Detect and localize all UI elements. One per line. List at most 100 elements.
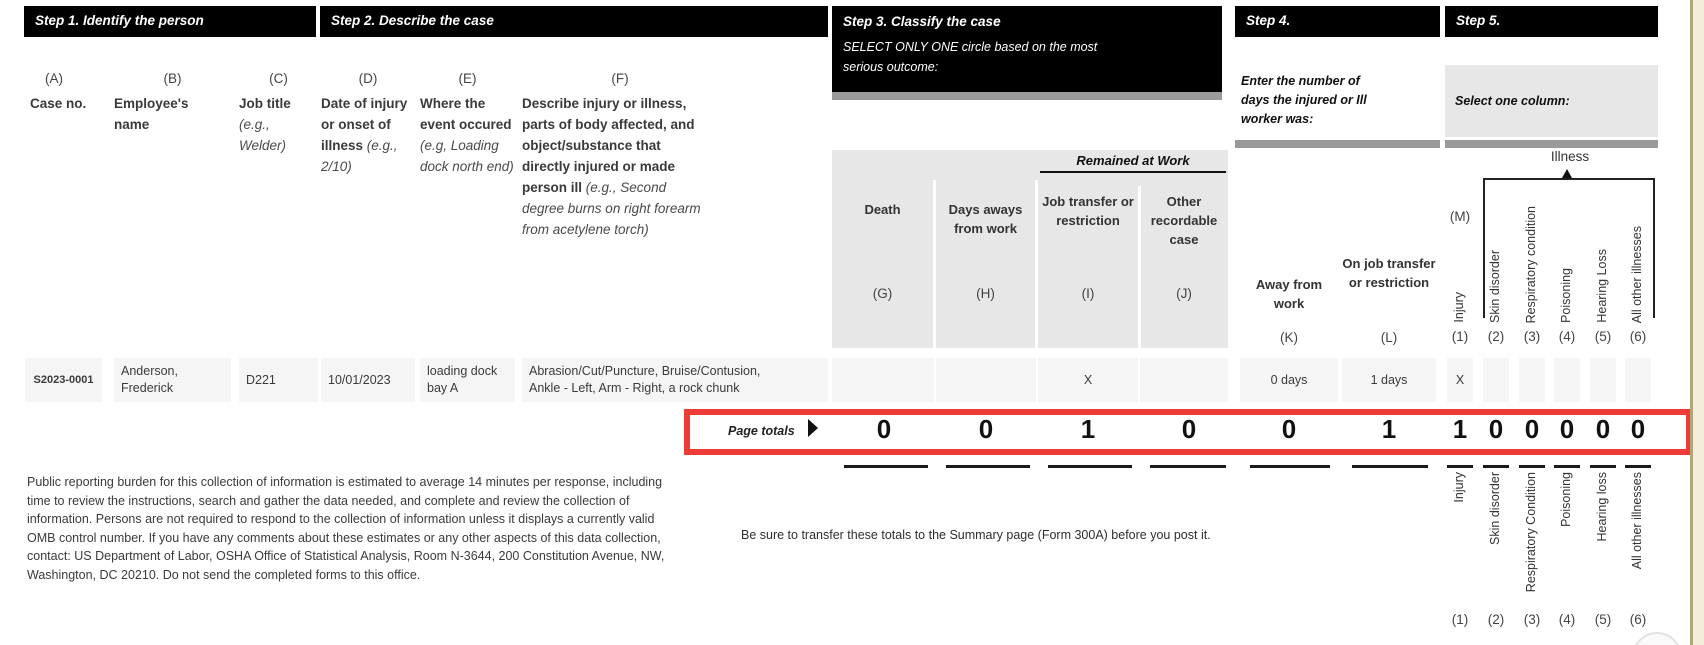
col-head-death: Death xyxy=(864,202,901,217)
row-cell-all-other xyxy=(1625,358,1651,402)
step4-instruction: Enter the number of days the injured or … xyxy=(1241,74,1367,126)
bottom-label-respiratory: Respiratory Condition xyxy=(1524,472,1538,593)
step1-section-header: Step 1. Identify the person xyxy=(24,6,316,37)
total-transfer-days: 1 xyxy=(1381,414,1397,444)
col-head-away-from-work: Away from work xyxy=(1255,277,1323,311)
col-letter-l: (L) xyxy=(1380,330,1398,345)
row-cell-job-title: D221 xyxy=(239,358,318,402)
col-head-other-recordable: Other recordable case xyxy=(1150,194,1218,247)
col-letter-d: (D) xyxy=(358,71,378,86)
bottom-label-poisoning: Poisoning xyxy=(1559,472,1573,527)
row-cell-description: Abrasion/Cut/Puncture, Bruise/Contusion,… xyxy=(522,358,828,402)
row-cell-poisoning xyxy=(1554,358,1580,402)
public-reporting-burden-text: Public reporting burden for this collect… xyxy=(27,475,665,582)
illness-pointer-icon xyxy=(1562,169,1572,178)
step2-title: Step 2. Describe the case xyxy=(331,13,494,28)
col-letter-m: (M) xyxy=(1449,209,1471,224)
col-separator xyxy=(933,180,936,348)
partial-floating-button[interactable] xyxy=(1632,632,1682,645)
col-head-case-no: Case no. xyxy=(30,96,87,111)
row-cell-job-transfer: X xyxy=(1038,358,1138,402)
col-letter-j: (J) xyxy=(1176,286,1192,301)
illness-group-label: Illness xyxy=(1550,149,1590,164)
col-number-5: (5) xyxy=(1594,329,1612,344)
bottom-label-all-other: All other illnesses xyxy=(1630,472,1644,570)
page-totals-arrow-icon xyxy=(808,419,818,437)
step5-select-panel: Select one column: xyxy=(1445,65,1658,137)
page-totals-highlight-box xyxy=(684,409,1692,455)
col-letter-f: (F) xyxy=(611,71,629,86)
col-number-2: (2) xyxy=(1487,329,1505,344)
step3-divider-bar xyxy=(832,92,1222,100)
col-head-hearing-loss: Hearing Loss xyxy=(1595,249,1609,323)
col-head-where: Where the event occured (e.g, Loading do… xyxy=(420,96,514,174)
col-head-employee-name: Employee's name xyxy=(114,96,189,132)
page-edge-strip xyxy=(1690,0,1704,645)
row-cell-transfer-days: 1 days xyxy=(1342,358,1436,402)
step4-title: Step 4. xyxy=(1246,13,1291,28)
col-head-date: Date of injury or onset of illness (e.g.… xyxy=(321,96,408,174)
col-number-6: (6) xyxy=(1629,329,1647,344)
col-letter-h: (H) xyxy=(976,286,995,301)
total-injury: 1 xyxy=(1452,414,1468,444)
step3-title: Step 3. Classify the case xyxy=(843,14,1001,29)
col-separator xyxy=(1138,186,1141,348)
row-cell-where: loading dock bay A xyxy=(420,358,515,402)
step5-title: Step 5. xyxy=(1456,13,1501,28)
total-respiratory: 0 xyxy=(1524,414,1540,444)
classify-header-block: Remained at Work Death Days aways from w… xyxy=(832,150,1228,348)
step3-subtitle: SELECT ONLY ONE circle based on the most… xyxy=(843,40,1098,74)
total-job-transfer: 1 xyxy=(1080,414,1096,444)
col-number-4: (4) xyxy=(1558,329,1576,344)
col-head-respiratory: Respiratory condition xyxy=(1524,205,1538,323)
total-poisoning: 0 xyxy=(1559,414,1575,444)
step5-divider-bar xyxy=(1445,140,1658,148)
row-cell-hearing xyxy=(1590,358,1616,402)
bottom-number-2: (2) xyxy=(1487,612,1505,627)
totals-underline xyxy=(1554,465,1580,468)
total-skin-disorder: 0 xyxy=(1488,414,1504,444)
step4-divider-bar xyxy=(1235,140,1440,148)
row-cell-case-no: S2023-0001 xyxy=(25,358,102,402)
col-head-describe: Describe injury or illness, parts of bod… xyxy=(522,96,701,237)
col-head-injury: Injury xyxy=(1452,292,1466,323)
total-other-recordable: 0 xyxy=(1181,414,1197,444)
bottom-number-3: (3) xyxy=(1523,612,1541,627)
total-death: 0 xyxy=(876,414,892,444)
totals-underline xyxy=(1519,465,1545,468)
total-all-other: 0 xyxy=(1630,414,1646,444)
page-totals-label: Page totals xyxy=(728,424,795,438)
col-letter-g: (G) xyxy=(872,286,893,301)
row-cell-skin-disorder xyxy=(1483,358,1509,402)
illness-group-bracket xyxy=(1483,178,1655,318)
col-letter-a: (A) xyxy=(45,71,63,86)
col-number-3: (3) xyxy=(1523,329,1541,344)
col-head-job-transfer: Job transfer or restriction xyxy=(1042,194,1134,228)
col-letter-e: (E) xyxy=(458,71,477,86)
totals-underline xyxy=(1625,465,1651,468)
col-letter-b: (B) xyxy=(163,71,182,86)
step5-section-header: Step 5. xyxy=(1445,6,1658,37)
col-head-job-title: Job title (e.g., Welder) xyxy=(239,96,291,153)
col-head-days-away: Days aways from work xyxy=(948,202,1023,236)
row-cell-days-away xyxy=(936,358,1036,402)
col-head-on-job-transfer: On job transfer or restriction xyxy=(1342,256,1436,290)
step2-section-header: Step 2. Describe the case xyxy=(320,6,828,37)
col-head-skin-disorder: Skin disorder xyxy=(1488,250,1502,323)
col-head-poisoning: Poisoning xyxy=(1559,268,1573,323)
totals-underline xyxy=(1048,465,1132,468)
col-letter-i: (I) xyxy=(1081,286,1095,301)
bottom-number-5: (5) xyxy=(1594,612,1612,627)
col-letter-c: (C) xyxy=(269,71,288,86)
row-cell-date: 10/01/2023 xyxy=(321,358,415,402)
remained-at-work-heading: Remained at Work xyxy=(1040,153,1226,173)
transfer-totals-note: Be sure to transfer these totals to the … xyxy=(741,528,1211,542)
row-cell-injury: X xyxy=(1447,358,1473,402)
row-cell-respiratory xyxy=(1519,358,1545,402)
step1-title: Step 1. Identify the person xyxy=(35,13,204,28)
totals-underline xyxy=(946,465,1030,468)
row-cell-away-days: 0 days xyxy=(1240,358,1338,402)
step4-section-header: Step 4. xyxy=(1235,6,1440,37)
col-letter-k: (K) xyxy=(1280,330,1298,345)
